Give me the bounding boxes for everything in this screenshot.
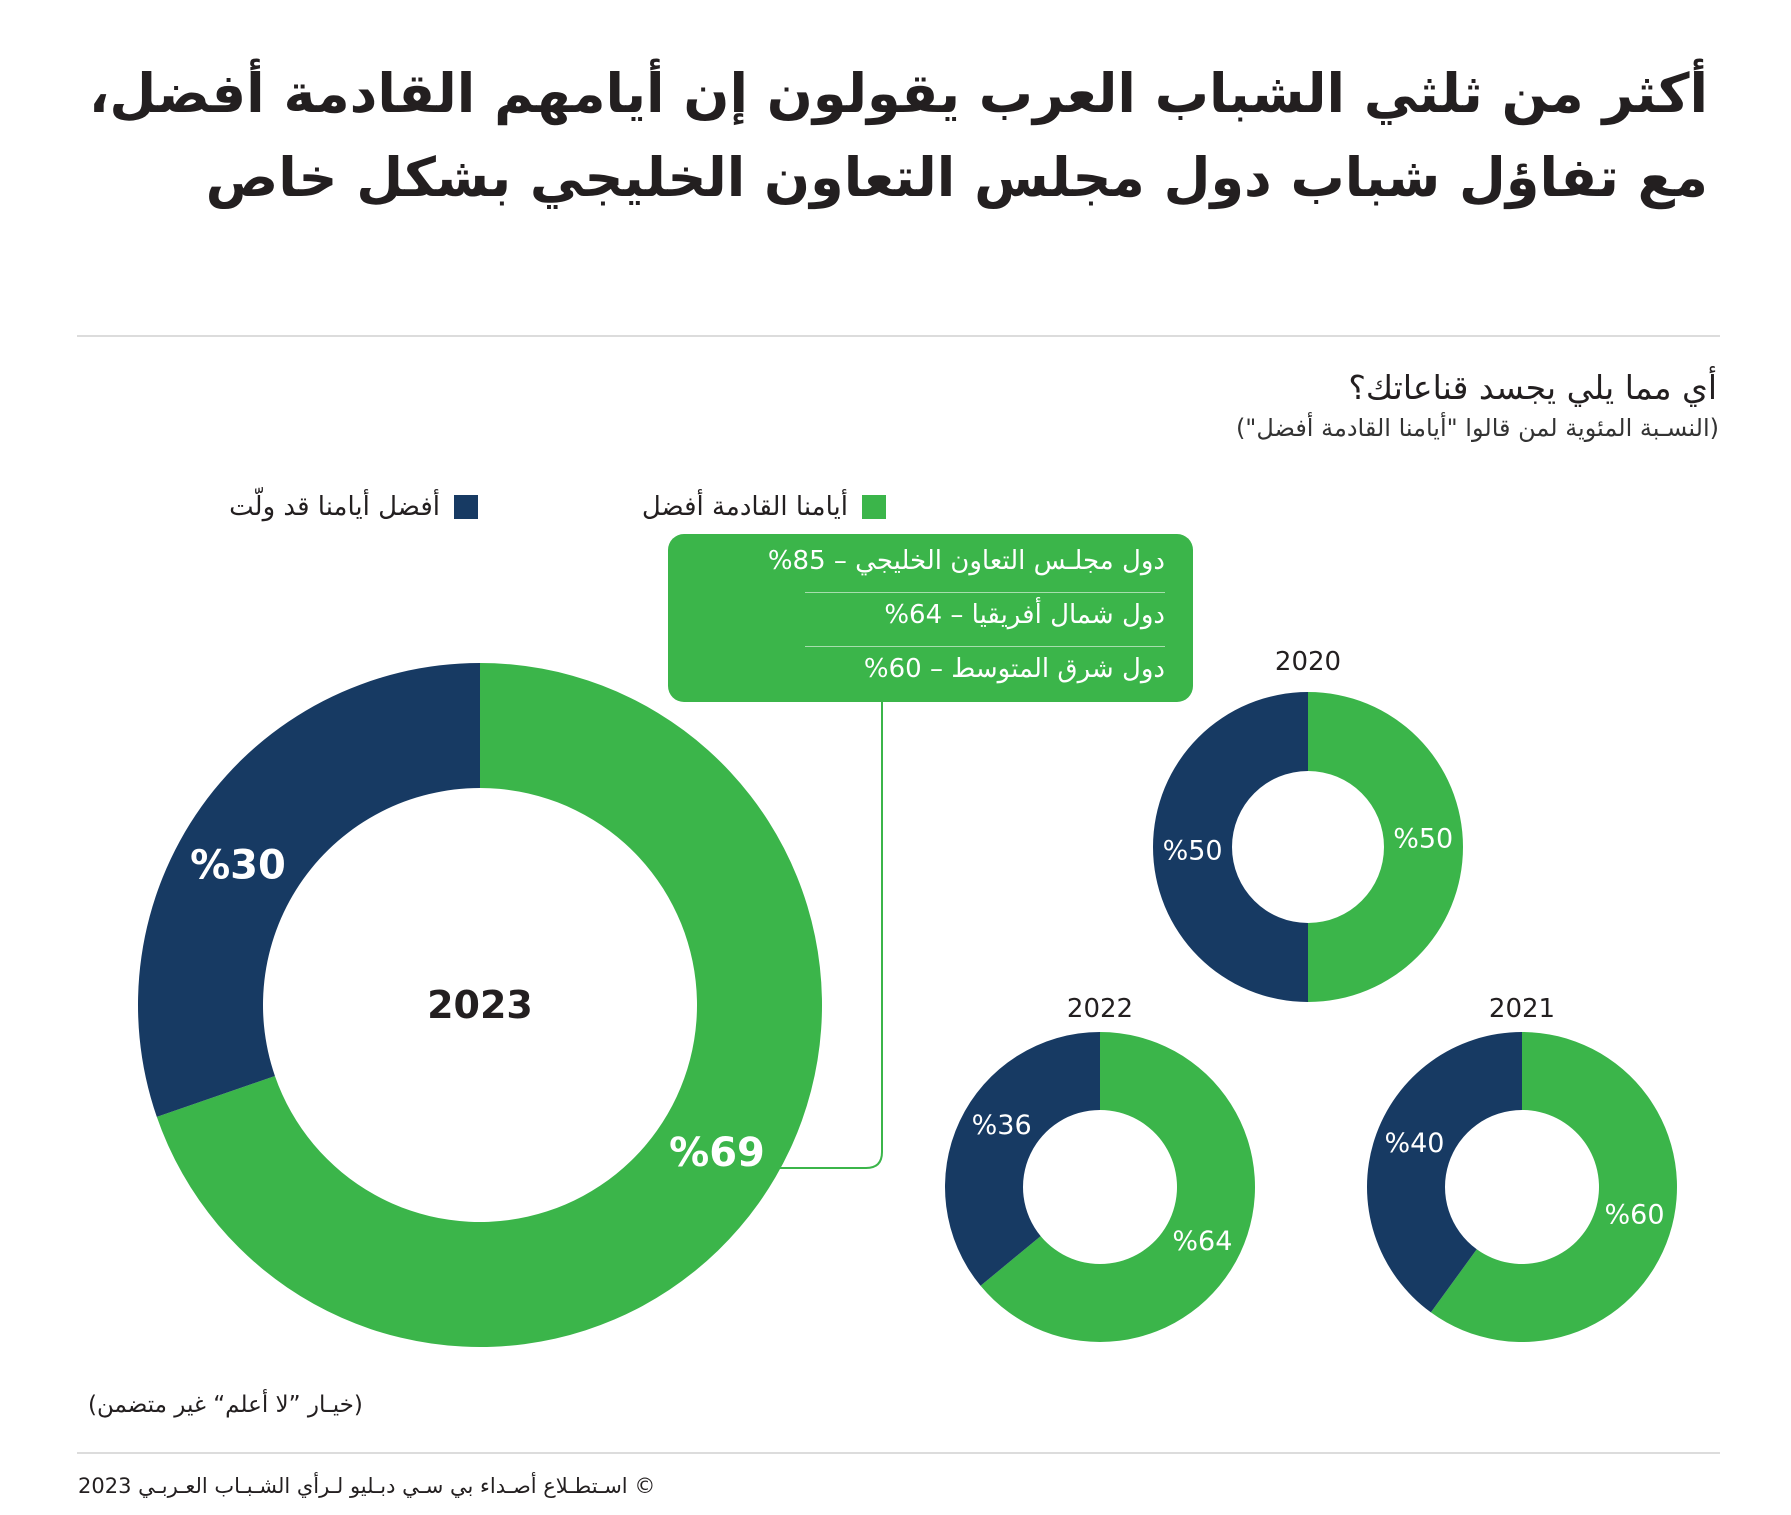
slice-best-days-gone bbox=[1367, 1032, 1522, 1313]
top-divider bbox=[77, 335, 1720, 337]
legend-label: أفضل أيامنا قد ولّت bbox=[229, 492, 440, 522]
slice-best-days-gone bbox=[138, 663, 480, 1117]
slice-future-better bbox=[1430, 1032, 1677, 1342]
year-label: 2020 bbox=[1275, 647, 1341, 677]
data-label-future-better: %50 bbox=[1393, 823, 1453, 854]
data-label-best-days-gone: %36 bbox=[972, 1110, 1032, 1141]
chart-subtitle: (النسـبة المئوية لمن قالوا "أيامنا القاد… bbox=[1235, 414, 1719, 442]
legend-item-future-better: أيامنا القادمة أفضل bbox=[642, 492, 886, 522]
donut-2022: %64 %36 2022 bbox=[944, 994, 1256, 1343]
callout-row-levant: دول شرق المتوسط – 60% bbox=[863, 654, 1165, 684]
slice-best-days-gone bbox=[944, 1032, 1100, 1286]
callout-connector bbox=[778, 702, 883, 1169]
data-label-best-days-gone: %40 bbox=[1384, 1128, 1444, 1159]
survey-question: أي مما يلي يجسد قناعاتك؟ bbox=[1348, 368, 1717, 407]
donut-2020: %50 %50 2020 bbox=[1152, 647, 1464, 1002]
callout-row-gcc: دول مجلـس التعاون الخليجي – 85% bbox=[767, 546, 1165, 576]
slice-future-better bbox=[980, 1032, 1256, 1343]
legend-label: أيامنا القادمة أفضل bbox=[641, 492, 848, 522]
slice-future-better bbox=[156, 663, 823, 1347]
legend-item-best-days-gone: أفضل أيامنا قد ولّت bbox=[229, 492, 478, 522]
donut-2021: %60 %40 2021 bbox=[1367, 994, 1677, 1342]
title-line-1: أكثر من ثلثي الشباب العرب يقولون إن أيام… bbox=[88, 62, 1709, 125]
callout-row-north-africa: دول شمال أفريقيا – 64% bbox=[884, 600, 1165, 630]
legend-swatch-green bbox=[862, 495, 886, 519]
data-label-future-better: %60 bbox=[1605, 1200, 1665, 1231]
year-label: 2022 bbox=[1067, 994, 1133, 1024]
footer-divider bbox=[77, 1452, 1720, 1454]
year-label: 2023 bbox=[427, 983, 533, 1027]
data-label-future-better: %69 bbox=[669, 1130, 765, 1176]
slice-future-better bbox=[1308, 692, 1464, 1002]
donut-2023: %69 %30 2023 bbox=[138, 663, 823, 1347]
data-label-future-better: %64 bbox=[1172, 1226, 1232, 1257]
callout-separator bbox=[805, 592, 1165, 593]
footnote: (خيـار ”لا أعلم“ غير متضمن) bbox=[88, 1392, 363, 1418]
year-label: 2021 bbox=[1489, 994, 1555, 1024]
legend-swatch-navy bbox=[454, 495, 478, 519]
title-line-2: مع تفاؤل شباب دول مجلس التعاون الخليجي ب… bbox=[205, 146, 1709, 209]
callout-separator bbox=[805, 646, 1165, 647]
source-credit: © اسـتطـلاع أصـداء بي سـي دبـليو لـرأي ا… bbox=[78, 1474, 656, 1498]
slice-best-days-gone bbox=[1152, 692, 1308, 1002]
page-title: أكثر من ثلثي الشباب العرب يقولون إن أيام… bbox=[68, 52, 1709, 220]
data-label-best-days-gone: %30 bbox=[190, 842, 286, 888]
data-label-best-days-gone: %50 bbox=[1163, 836, 1223, 867]
regional-callout: دول مجلـس التعاون الخليجي – 85% دول شمال… bbox=[668, 534, 1193, 702]
